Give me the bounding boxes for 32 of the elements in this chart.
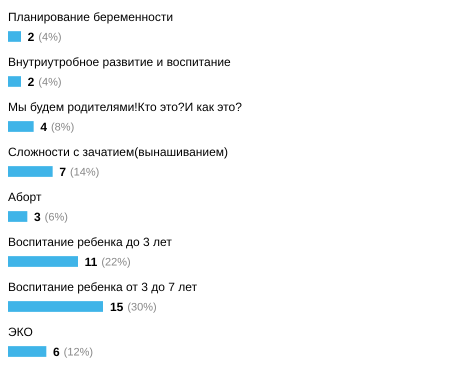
annotation: (4%) bbox=[38, 76, 62, 89]
annotation: (30%) bbox=[127, 302, 157, 314]
annotation: (6%) bbox=[44, 212, 68, 224]
bar bbox=[8, 346, 46, 357]
data-label: 7 bbox=[59, 164, 66, 179]
data-label: 4 bbox=[40, 120, 48, 134]
annotation: (8%) bbox=[51, 122, 74, 134]
data-label: 15 bbox=[110, 300, 124, 314]
annotation: (4%) bbox=[38, 32, 62, 44]
bar bbox=[8, 121, 34, 132]
y-tick-label: Планирование беременности bbox=[8, 10, 174, 24]
bar bbox=[8, 256, 78, 267]
bar bbox=[8, 31, 21, 42]
y-tick-label: Внутриутробное развитие и воспитание bbox=[8, 54, 232, 69]
bar bbox=[8, 76, 21, 87]
y-tick-label: Воспитание ребенка от 3 до 7 лет bbox=[8, 280, 198, 294]
bar bbox=[8, 166, 53, 177]
y-tick-label: Воспитание ребенка до 3 лет bbox=[8, 234, 172, 249]
y-tick-label: Мы будем родителями!Кто это?И как это? bbox=[8, 100, 242, 114]
bar bbox=[8, 211, 28, 222]
data-label: 3 bbox=[34, 210, 41, 224]
data-label: 2 bbox=[28, 30, 35, 44]
annotation: (14%) bbox=[70, 166, 100, 179]
y-tick-label: Сложности с зачатием(вынашиванием) bbox=[8, 144, 228, 159]
data-label: 6 bbox=[53, 344, 60, 359]
annotation: (22%) bbox=[101, 256, 131, 269]
bar bbox=[8, 301, 103, 312]
annotation: (12%) bbox=[64, 346, 94, 359]
data-label: 11 bbox=[84, 254, 98, 269]
y-tick-label: Аборт bbox=[8, 190, 42, 204]
y-tick-label: ЭКО bbox=[8, 324, 33, 339]
data-label: 2 bbox=[28, 74, 35, 89]
